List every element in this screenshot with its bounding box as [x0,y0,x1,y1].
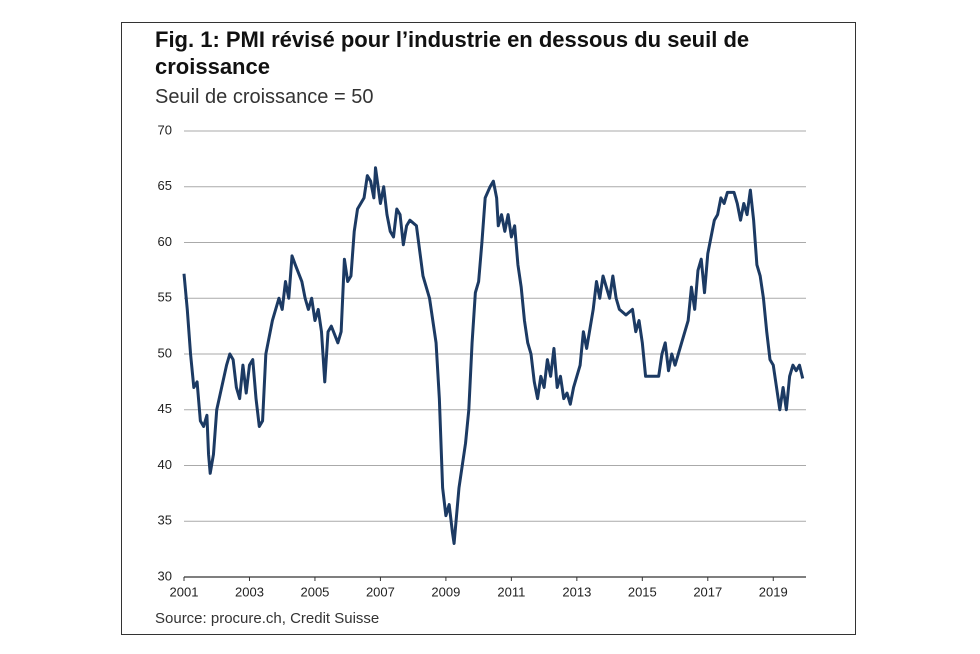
x-tick-label: 2003 [235,584,264,599]
x-tick-label: 2019 [759,584,788,599]
x-tick-label: 2015 [628,584,657,599]
y-tick-label: 50 [158,345,172,360]
x-tick-label: 2009 [431,584,460,599]
y-tick-label: 30 [158,568,172,583]
y-tick-label: 35 [158,513,172,528]
data-line [182,166,805,546]
y-tick-label: 65 [158,178,172,193]
y-tick-label: 60 [158,234,172,249]
y-tick-label: 40 [158,457,172,472]
chart-subtitle: Seuil de croissance = 50 [155,86,374,108]
chart-title: Fig. 1: PMI révisé pour l’industrie en d… [155,27,750,79]
x-tick-label: 2011 [497,584,525,599]
x-tick-label: 2007 [366,584,395,599]
x-tick-label: 2013 [562,584,591,599]
source-note: Source: procure.ch, Credit Suisse [155,610,380,627]
y-tick-label: 55 [158,290,172,305]
x-tick-label: 2005 [300,584,329,599]
x-tick-label: 2001 [170,584,199,599]
y-tick-label: 45 [158,401,172,416]
frame [121,22,856,635]
x-tick-label: 2017 [693,584,722,599]
y-tick-label: 70 [158,122,172,137]
